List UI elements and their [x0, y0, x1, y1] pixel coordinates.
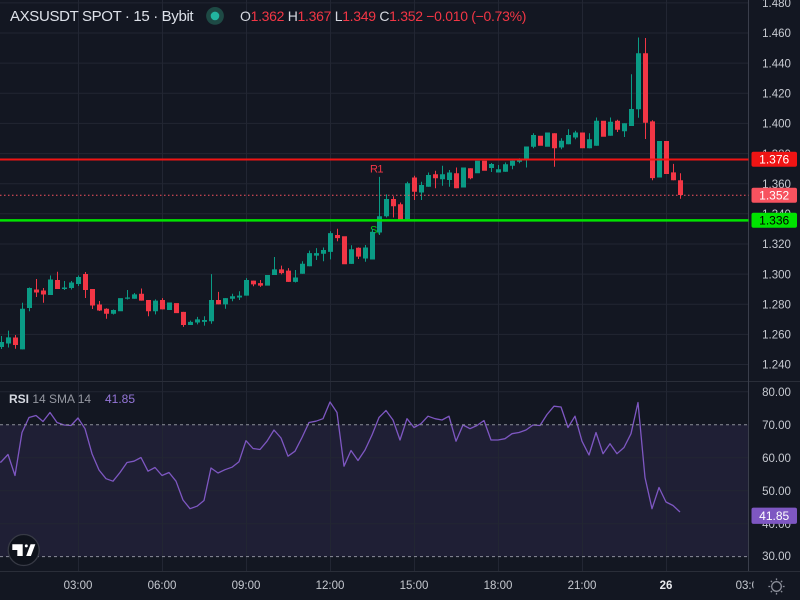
svg-text:1.300: 1.300 — [762, 269, 791, 281]
svg-text:1.376: 1.376 — [759, 152, 789, 166]
svg-text:03:00: 03:00 — [736, 580, 765, 592]
svg-text:80.00: 80.00 — [762, 387, 791, 399]
svg-text:1.400: 1.400 — [762, 119, 791, 131]
svg-text:1.336: 1.336 — [759, 213, 789, 227]
svg-text:21:00: 21:00 — [568, 580, 597, 592]
svg-text:41.85: 41.85 — [105, 392, 135, 406]
svg-text:70.00: 70.00 — [762, 420, 791, 432]
svg-text:15:00: 15:00 — [400, 580, 429, 592]
svg-text:1.240: 1.240 — [762, 360, 791, 372]
svg-text:1.440: 1.440 — [762, 58, 791, 70]
svg-text:1.280: 1.280 — [762, 300, 791, 312]
svg-text:26: 26 — [660, 580, 673, 592]
svg-text:1.320: 1.320 — [762, 239, 791, 251]
svg-text:1.460: 1.460 — [762, 28, 791, 40]
svg-text:1.260: 1.260 — [762, 330, 791, 342]
svg-text:AXSUSDT SPOT · 15 · Bybit: AXSUSDT SPOT · 15 · Bybit — [10, 8, 194, 25]
svg-text:S: S — [370, 224, 377, 236]
svg-text:RSI 14 SMA 14: RSI 14 SMA 14 — [9, 392, 91, 406]
svg-text:30.00: 30.00 — [762, 551, 791, 563]
svg-text:06:00: 06:00 — [148, 580, 177, 592]
svg-text:41.85: 41.85 — [759, 509, 789, 523]
svg-text:18:00: 18:00 — [484, 580, 513, 592]
svg-text:50.00: 50.00 — [762, 486, 791, 498]
svg-text:09:00: 09:00 — [232, 580, 261, 592]
svg-text:O1.362 H1.367 L1.349 C1.352 −0: O1.362 H1.367 L1.349 C1.352 −0.010 (−0.7… — [240, 8, 526, 24]
svg-text:03:00: 03:00 — [64, 580, 93, 592]
svg-text:1.420: 1.420 — [762, 89, 791, 101]
svg-text:60.00: 60.00 — [762, 453, 791, 465]
svg-text:1.480: 1.480 — [762, 0, 791, 10]
svg-text:1.352: 1.352 — [759, 188, 789, 202]
svg-text:R1: R1 — [370, 164, 383, 176]
svg-text:12:00: 12:00 — [316, 580, 345, 592]
